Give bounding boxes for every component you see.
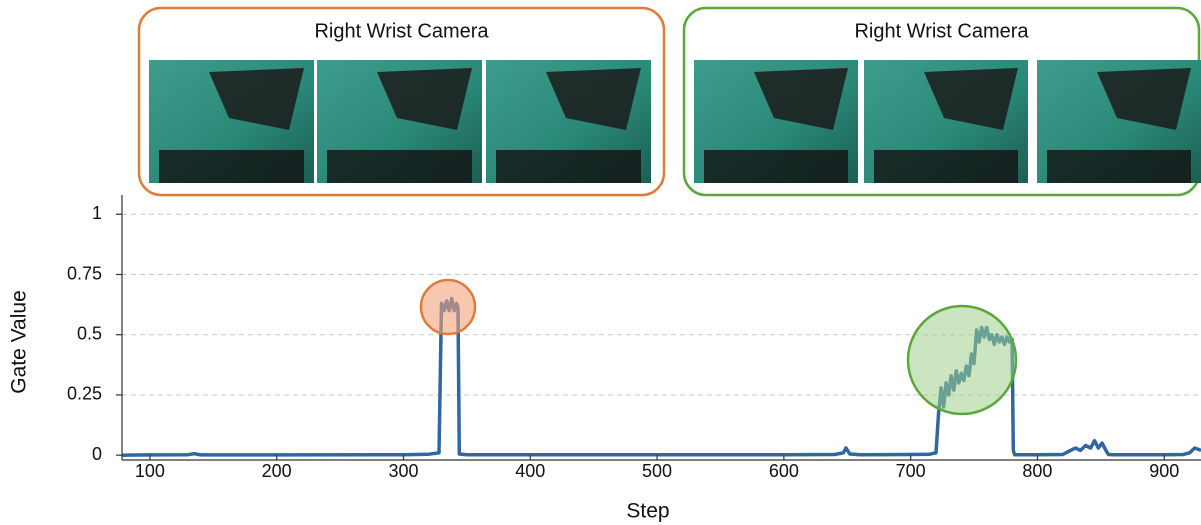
x-tick-label: 300	[388, 461, 418, 481]
data-line	[122, 299, 1201, 456]
x-tick-label: 100	[135, 461, 165, 481]
x-tick-label: 800	[1022, 461, 1052, 481]
y-tick-label: 0.25	[67, 384, 102, 404]
image-object	[159, 150, 304, 183]
panel-title: Right Wrist Camera	[854, 20, 1029, 42]
image-object	[1047, 150, 1191, 183]
y-axis-label: Gate Value	[8, 290, 31, 394]
x-tick-label: 900	[1149, 461, 1179, 481]
x-tick-label: 500	[642, 461, 672, 481]
y-tick-label: 0.5	[77, 323, 102, 343]
image-object	[874, 150, 1018, 183]
image-object	[496, 150, 641, 183]
y-tick-label: 1	[92, 203, 102, 223]
x-tick-label: 600	[769, 461, 799, 481]
x-tick-label: 200	[262, 461, 292, 481]
panel-title: Right Wrist Camera	[314, 20, 489, 42]
x-tick-label: 400	[515, 461, 545, 481]
y-tick-label: 0	[92, 444, 102, 464]
image-object	[327, 150, 472, 183]
highlight-circle	[908, 306, 1016, 414]
y-tick-label: 0.75	[67, 263, 102, 283]
x-tick-label: 700	[896, 461, 926, 481]
x-axis-label: Step	[626, 500, 669, 523]
chart: Step Gate Value Right Wrist Camera Right …	[0, 0, 1201, 525]
image-object	[704, 150, 848, 183]
highlight-circle	[421, 280, 475, 334]
